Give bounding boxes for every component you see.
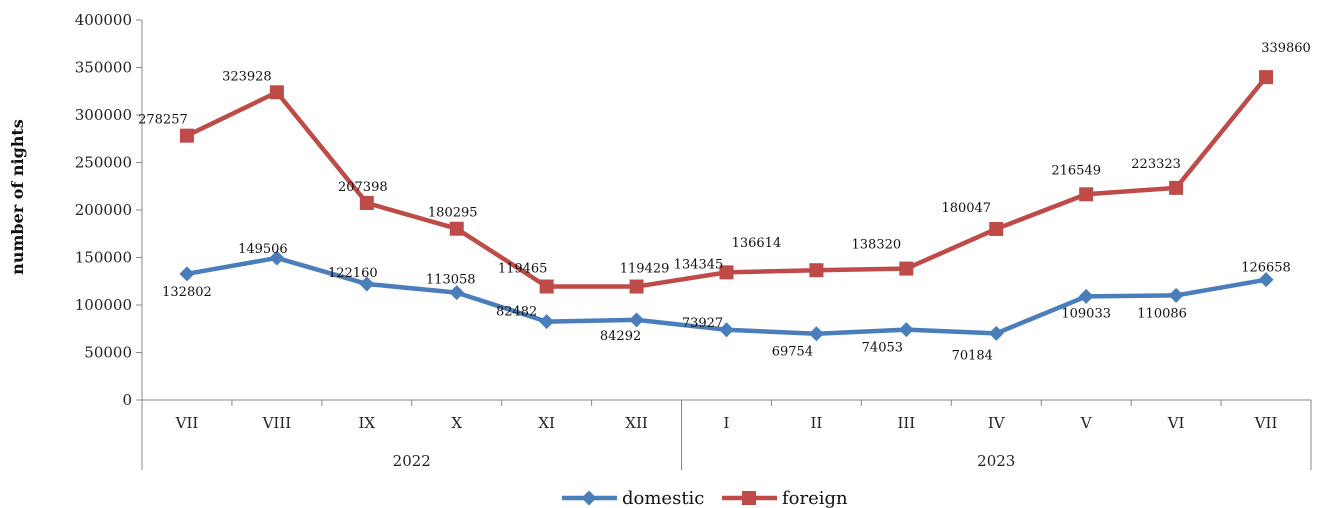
x-tick-label: II <box>810 414 822 432</box>
y-tick-label: 350000 <box>75 59 132 77</box>
data-label-foreign: 216549 <box>1051 163 1101 178</box>
y-tick-label: 100000 <box>75 296 132 314</box>
x-tick-label: III <box>897 414 915 432</box>
series-layer <box>179 70 1274 342</box>
data-point-foreign <box>1079 187 1094 202</box>
data-label-domestic: 122160 <box>328 266 378 281</box>
x-tick-label: IX <box>359 414 376 432</box>
y-tick-label: 0 <box>122 391 132 409</box>
chart-axes: 0 50000 100000 150000 200000 250000 300000 3500… <box>75 11 1312 470</box>
data-point-domestic <box>988 325 1004 341</box>
data-point-domestic <box>1078 288 1094 304</box>
legend-swatch-marker <box>742 491 756 505</box>
data-label-domestic: 113058 <box>426 273 476 288</box>
x-tick-label: X <box>451 414 462 432</box>
data-point-foreign <box>539 279 554 294</box>
data-label-foreign: 339860 <box>1261 41 1311 56</box>
legend-label-domestic: domestic <box>622 488 704 508</box>
x-tick-label: VII <box>175 414 199 432</box>
data-label-domestic: 70184 <box>952 348 993 363</box>
data-label-domestic: 132802 <box>162 285 212 300</box>
x-tick-label: VII <box>1254 414 1278 432</box>
data-labels-layer: 132802 149506 122160 113058 82482 84292 73927 6… <box>138 41 1311 363</box>
data-point-domestic <box>808 326 824 342</box>
legend-swatch-marker <box>581 490 597 506</box>
legend: domestic foreign <box>562 488 848 508</box>
legend-label-foreign: foreign <box>782 488 848 508</box>
x-tick-label: IV <box>988 414 1006 432</box>
data-point-foreign <box>719 265 734 280</box>
data-point-domestic <box>179 266 195 282</box>
data-point-foreign <box>1169 180 1184 195</box>
group-label: 2022 <box>393 452 431 470</box>
data-label-foreign: 180295 <box>428 206 478 221</box>
y-axis-label: number of nights <box>8 119 27 275</box>
x-tick-label: V <box>1080 414 1093 432</box>
data-point-foreign <box>809 263 824 278</box>
data-label-foreign: 136614 <box>732 236 782 251</box>
data-label-domestic: 74053 <box>862 341 903 356</box>
data-point-foreign <box>899 261 914 276</box>
data-point-foreign <box>179 128 194 143</box>
data-point-domestic <box>719 322 734 338</box>
data-point-domestic <box>269 250 285 266</box>
data-point-foreign <box>359 195 374 210</box>
data-label-foreign: 119465 <box>498 262 548 277</box>
data-label-domestic: 84292 <box>600 329 641 344</box>
data-label-foreign: 207398 <box>338 180 388 195</box>
data-point-foreign <box>989 221 1004 236</box>
data-point-foreign <box>269 85 284 100</box>
data-label-domestic: 109033 <box>1061 306 1111 321</box>
data-label-foreign: 323928 <box>222 69 272 84</box>
y-tick-label: 400000 <box>75 11 132 29</box>
data-point-foreign <box>629 279 644 294</box>
x-tick-label: XI <box>538 414 555 432</box>
data-label-domestic: 73927 <box>682 316 723 331</box>
data-point-domestic <box>629 312 645 328</box>
x-tick-label: VIII <box>262 414 292 432</box>
data-label-foreign: 223323 <box>1131 157 1181 172</box>
data-label-domestic: 126658 <box>1241 261 1291 276</box>
x-tick-label: VI <box>1167 414 1185 432</box>
data-label-domestic: 110086 <box>1137 306 1187 321</box>
y-tick-label: 200000 <box>75 201 132 219</box>
data-point-foreign <box>449 221 464 236</box>
data-point-domestic <box>359 276 375 292</box>
data-point-domestic <box>898 322 914 338</box>
data-point-domestic <box>1258 272 1274 288</box>
data-label-foreign: 180047 <box>941 201 991 216</box>
data-label-domestic: 149506 <box>238 242 288 257</box>
data-label-foreign: 119429 <box>620 262 670 277</box>
y-tick-label: 250000 <box>75 154 132 172</box>
data-point-domestic <box>449 285 465 301</box>
data-point-foreign <box>1259 70 1274 85</box>
y-tick-label: 150000 <box>75 249 132 267</box>
x-tick-label: XII <box>625 414 648 432</box>
data-label-domestic: 69754 <box>772 345 813 360</box>
x-tick-label: I <box>724 414 730 432</box>
data-label-domestic: 82482 <box>496 305 537 320</box>
group-label: 2023 <box>977 452 1015 470</box>
data-label-foreign: 278257 <box>138 113 188 128</box>
data-point-domestic <box>1168 287 1184 303</box>
y-tick-label: 50000 <box>84 344 132 362</box>
y-tick-label: 300000 <box>75 106 132 124</box>
data-point-domestic <box>539 314 555 330</box>
data-label-foreign: 138320 <box>852 238 902 253</box>
data-label-foreign: 134345 <box>674 257 724 272</box>
